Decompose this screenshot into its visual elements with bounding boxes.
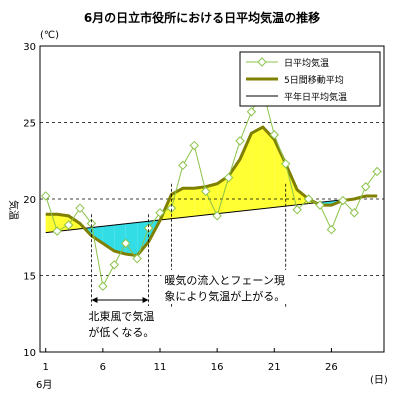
daily-mean-point (132, 253, 142, 264)
daily-mean-point (315, 200, 325, 210)
daily-mean-point (189, 140, 199, 151)
normal-temperature-line (45, 195, 378, 234)
x-tick-label: 1 (43, 362, 49, 373)
x-tick-label: 6 (100, 362, 106, 373)
legend-label: 日平均気温 (284, 57, 329, 69)
arrow-head (91, 297, 98, 303)
cool-anomaly-area (114, 223, 126, 255)
y-axis-label: 気温 (7, 200, 20, 220)
daily-mean-point (269, 130, 279, 140)
x-tick-label: 16 (211, 362, 224, 373)
daily-mean-point (292, 205, 302, 215)
daily-mean-point (155, 208, 165, 218)
daily-mean-point (109, 260, 119, 270)
warm-anomaly-area (251, 127, 263, 210)
annotation-text: 北東風で気温 (88, 309, 154, 323)
legend-label: 平年日平均気温 (284, 91, 347, 103)
x-tick-label: 11 (154, 362, 167, 373)
daily-mean-point (235, 136, 245, 146)
daily-mean-point (63, 220, 74, 230)
daily-mean-point (166, 203, 177, 213)
daily-mean-point (326, 224, 337, 235)
x-tick-label: 26 (325, 362, 338, 373)
y-tick-label: 15 (23, 272, 36, 283)
y-tick-label: 10 (23, 348, 36, 359)
daily-mean-point (201, 186, 211, 197)
daily-mean-point (303, 194, 314, 204)
daily-mean-point (349, 208, 359, 218)
daily-mean-point (281, 159, 291, 169)
warm-anomaly-area (194, 186, 206, 217)
warm-anomaly-area (182, 188, 195, 218)
daily-mean-line (45, 89, 378, 288)
warm-anomaly-area (57, 214, 69, 232)
daily-mean-point (86, 218, 97, 229)
annotation-box (161, 270, 296, 304)
daily-mean-point (178, 160, 188, 171)
daily-mean-point (338, 195, 348, 206)
annotation-text: 暖気の流入とフェーン現 (164, 273, 284, 287)
daily-mean-point (121, 238, 131, 249)
annotation-text: 象により気温が上がる。 (164, 289, 285, 303)
daily-mean-point (98, 281, 108, 291)
daily-mean-point (246, 107, 257, 117)
legend-label: 5日間移動平均 (284, 74, 344, 86)
daily-mean-point (75, 203, 85, 213)
daily-mean-point (41, 191, 51, 201)
daily-mean-point (372, 166, 382, 177)
arrow-head (142, 297, 149, 303)
y-tick-label: 30 (23, 42, 36, 53)
legend-marker (257, 57, 267, 67)
x-unit-label: (日) (370, 375, 388, 386)
annotation-box (85, 306, 164, 340)
daily-mean-point (52, 226, 62, 236)
month-label: 6月 (36, 379, 52, 391)
daily-mean-point (361, 182, 371, 192)
warm-anomaly-area (274, 139, 286, 208)
daily-mean-point (212, 211, 222, 221)
annotation-text: が低くなる。 (88, 325, 154, 339)
warm-anomaly-area (240, 133, 252, 212)
chart-title: 6月の日立市役所における日平均気温の推移 (84, 10, 320, 25)
warm-anomaly-area (262, 127, 275, 209)
warm-anomaly-area (45, 214, 58, 233)
y-unit-label: (℃) (40, 30, 59, 41)
y-tick-label: 20 (23, 195, 36, 206)
x-tick-label: 21 (268, 362, 281, 373)
cool-anomaly-area (91, 226, 103, 244)
y-tick-label: 25 (23, 119, 36, 130)
daily-mean-point (223, 172, 234, 183)
